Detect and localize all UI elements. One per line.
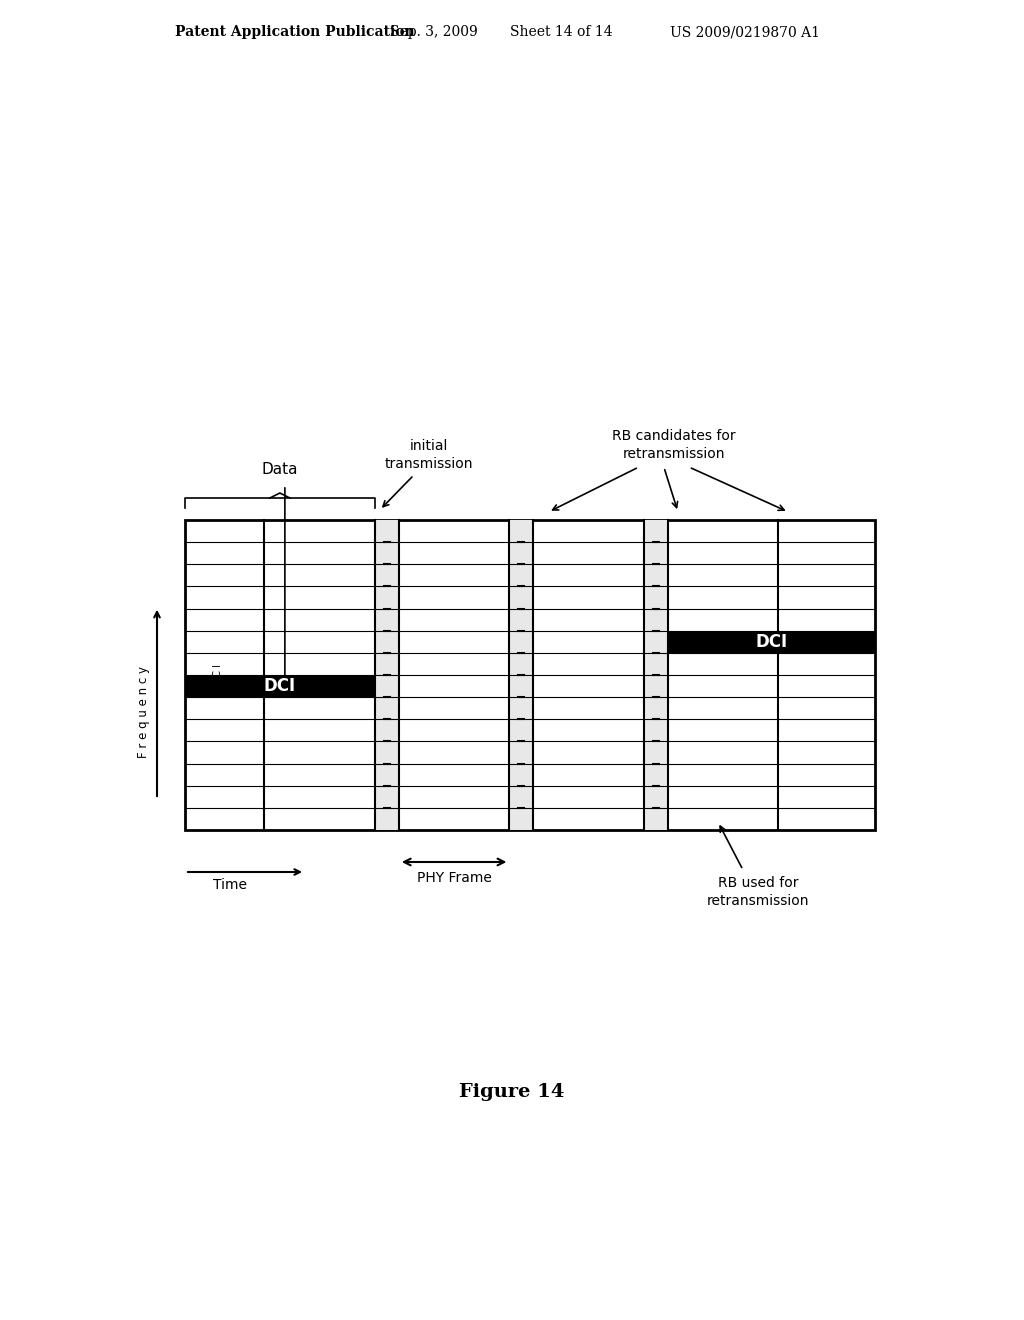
Text: RB candidates for
retransmission: RB candidates for retransmission [612,429,735,461]
Text: DCI: DCI [264,677,296,696]
Bar [668,631,874,653]
Bar [509,520,534,830]
Text: DCI: DCI [756,632,787,651]
Text: Patent Application Publication: Patent Application Publication [175,25,415,40]
Text: Time: Time [213,878,247,892]
Text: initial
transmission: initial transmission [385,438,473,471]
Bar [185,520,874,830]
Text: Sheet 14 of 14: Sheet 14 of 14 [510,25,612,40]
Bar [375,520,399,830]
Text: Sep. 3, 2009: Sep. 3, 2009 [390,25,478,40]
Text: Figure 14: Figure 14 [460,1082,564,1101]
Bar [644,520,668,830]
Text: RB used for
retransmission: RB used for retransmission [707,875,809,908]
Text: Data: Data [261,462,298,478]
Text: US 2009/0219870 A1: US 2009/0219870 A1 [670,25,820,40]
Text: PHY Frame: PHY Frame [417,871,492,884]
Text: F r e q u e n c y: F r e q u e n c y [136,667,150,758]
Text: S C I: S C I [213,664,223,686]
Bar [185,675,375,697]
